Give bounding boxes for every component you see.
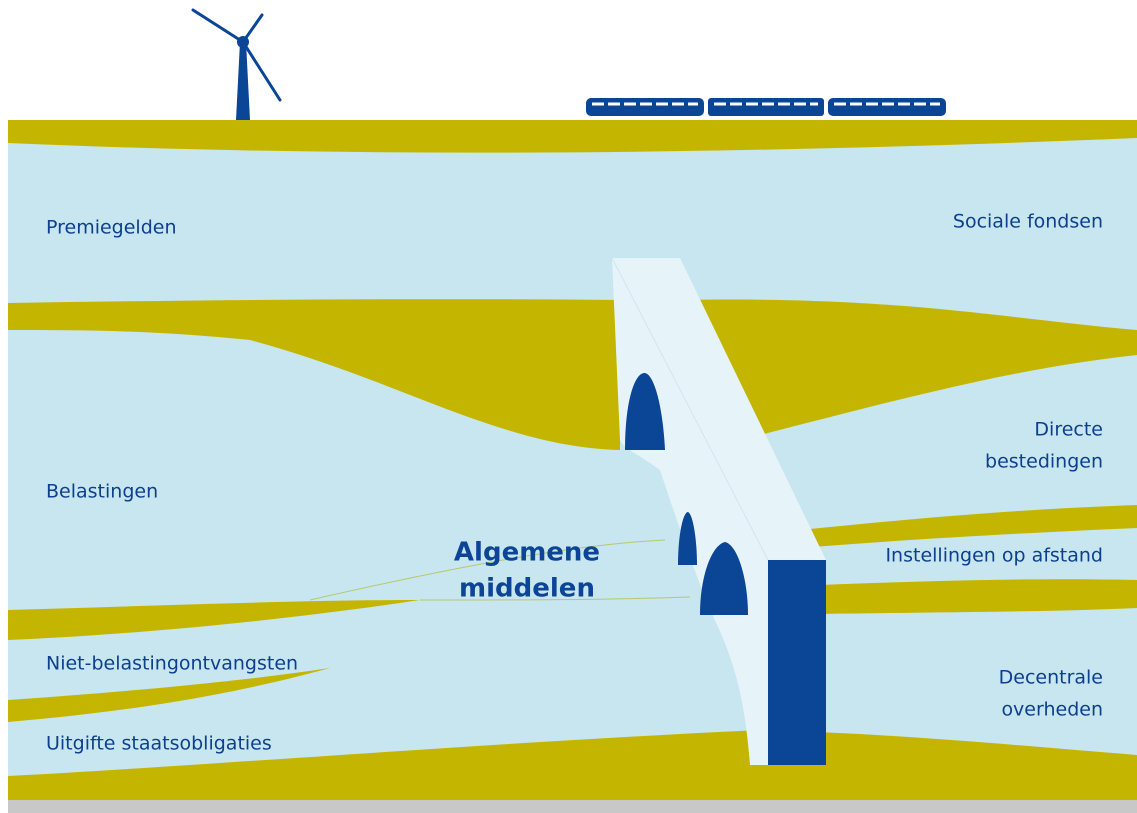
- turbine-tower: [236, 42, 250, 120]
- destination-label: Instellingen op afstand: [885, 545, 1103, 567]
- destination-label: Directe: [1034, 419, 1103, 441]
- page: Premiegelden Belastingen Niet-belastingo…: [0, 0, 1137, 813]
- illustration: Premiegelden Belastingen Niet-belastingo…: [0, 0, 1137, 813]
- train-car: [708, 98, 824, 116]
- center-label: middelen: [459, 574, 595, 604]
- source-label: Premiegelden: [46, 217, 177, 239]
- destination-label: Sociale fondsen: [953, 211, 1103, 233]
- turbine-hub: [237, 36, 249, 48]
- source-label: Belastingen: [46, 481, 158, 503]
- train-car: [586, 98, 704, 116]
- train: [586, 98, 946, 116]
- destination-label: overheden: [1001, 699, 1103, 721]
- destination-label: bestedingen: [985, 451, 1103, 473]
- earth-band: [820, 579, 1137, 614]
- source-label: Niet-belastingontvangsten: [46, 653, 298, 675]
- destination-label: Decentrale: [999, 667, 1103, 689]
- center-label: Algemene: [454, 538, 600, 568]
- bottom-strip: [8, 800, 1137, 813]
- train-car: [828, 98, 946, 116]
- bridge-pillar: [768, 560, 826, 765]
- source-label: Uitgifte staatsobligaties: [46, 733, 272, 755]
- wind-turbine: [193, 10, 280, 120]
- turbine-blades: [193, 10, 280, 100]
